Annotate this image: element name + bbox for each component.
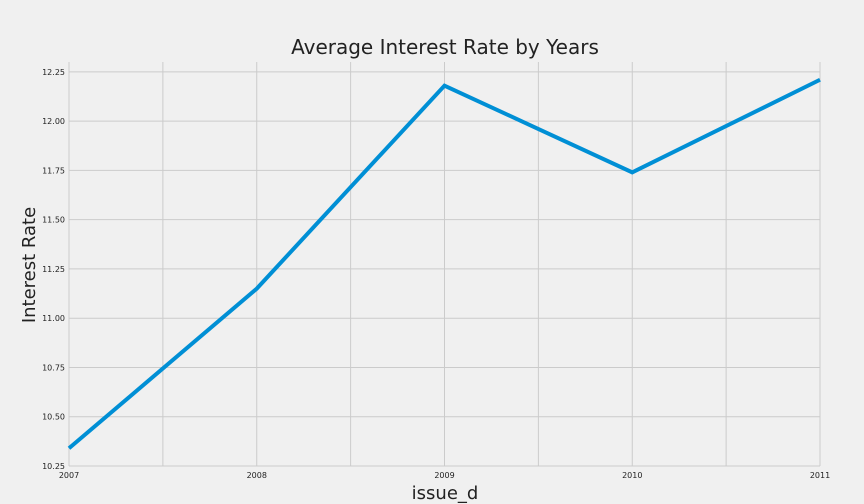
y-tick-label: 11.25 — [42, 265, 65, 274]
x-tick-label: 2007 — [59, 471, 79, 480]
y-tick-label: 12.25 — [42, 68, 65, 77]
y-tick-label: 11.75 — [42, 166, 65, 175]
x-tick-label: 2009 — [434, 471, 454, 480]
series-line — [67, 77, 821, 450]
series-group — [67, 77, 821, 450]
grid — [68, 62, 821, 467]
y-tick-label: 10.75 — [42, 363, 65, 372]
y-tick-label: 11.50 — [42, 216, 65, 225]
y-tick-label: 12.00 — [42, 117, 65, 126]
x-tick-label: 2008 — [247, 471, 267, 480]
x-axis-label: issue_d — [412, 483, 479, 504]
y-tick-label: 10.50 — [42, 413, 65, 422]
y-tick-label: 11.00 — [42, 314, 65, 323]
chart-title: Average Interest Rate by Years — [291, 35, 599, 59]
y-tick-label: 10.25 — [42, 462, 65, 471]
tick-labels: 10.25 10.50 10.75 11.00 11.25 11.50 11.75 12.00… — [42, 68, 830, 480]
y-axis-label: Interest Rate — [19, 207, 40, 323]
x-tick-label: 2010 — [622, 471, 642, 480]
x-tick-label: 2011 — [810, 471, 830, 480]
